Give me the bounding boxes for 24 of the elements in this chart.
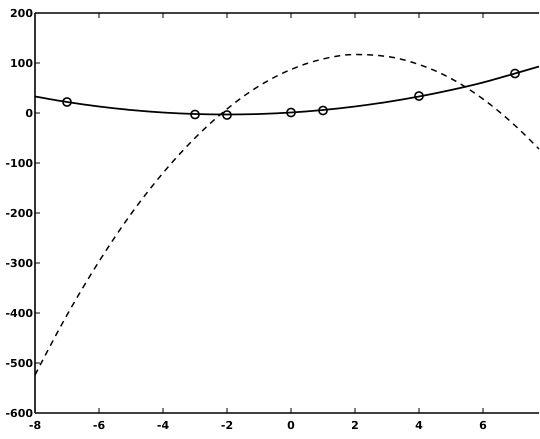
point [510, 68, 520, 78]
point [286, 108, 296, 118]
y-tick-label: -300 [5, 256, 34, 270]
y-tick-label: 0 [25, 106, 34, 120]
point [62, 97, 72, 107]
x-tick-label: 2 [351, 418, 359, 432]
x-tick-label: -4 [156, 418, 170, 432]
point [318, 106, 328, 116]
x-tick-label: 0 [287, 418, 296, 432]
y-tick-label: 100 [10, 56, 34, 70]
point [414, 91, 424, 101]
x-tick-label: 6 [479, 418, 488, 432]
y-tick-label: -200 [5, 206, 34, 220]
y-tick-label: 200 [10, 6, 34, 20]
point [222, 110, 232, 120]
x-tick-label: 4 [415, 418, 424, 432]
y-tick-label: -600 [5, 406, 34, 420]
x-tick-label: -6 [92, 418, 106, 432]
x-tick-label: -8 [28, 418, 42, 432]
y-tick-label: -100 [5, 156, 34, 170]
y-tick-label: -500 [5, 356, 34, 370]
x-tick-label: -2 [220, 418, 234, 432]
y-tick-label: -400 [5, 306, 34, 320]
point [190, 110, 200, 120]
